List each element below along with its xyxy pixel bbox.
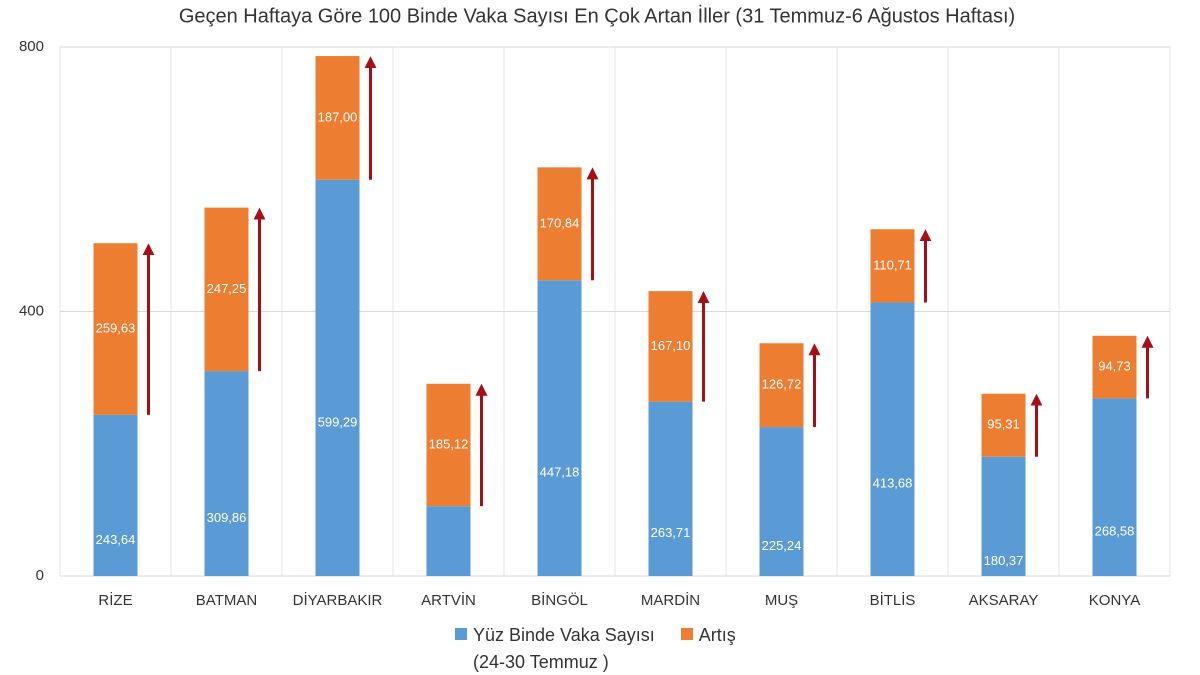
bar-segment — [426, 506, 471, 576]
value-label: 94,73 — [1098, 359, 1131, 374]
value-label: 263,71 — [651, 525, 691, 540]
bar-segment — [759, 427, 804, 576]
bar-segment — [537, 280, 582, 576]
chart: Geçen Haftaya Göre 100 Binde Vaka Sayısı… — [19, 4, 1171, 609]
legend-label: Artış — [698, 625, 736, 645]
legend-item: Yüz Binde Vaka Sayısı (24-30 Temmuz ) — [455, 622, 655, 675]
bar-segment — [648, 291, 693, 402]
value-label: 185,12 — [429, 436, 469, 451]
value-label: 110,71 — [873, 257, 912, 272]
bar-segment — [1092, 398, 1137, 576]
bar-segment — [981, 393, 1026, 457]
y-tick-label: 0 — [36, 567, 44, 584]
bar-segment — [93, 243, 138, 415]
value-label: 180,37 — [984, 553, 1024, 568]
bar-segment — [870, 229, 915, 303]
bar-segment — [1092, 335, 1137, 399]
value-label: 126,72 — [762, 377, 802, 392]
bar-segment — [204, 207, 249, 372]
bar-segment — [870, 302, 915, 576]
value-label: 167,10 — [651, 338, 691, 353]
value-label: 259,63 — [96, 320, 136, 335]
chart-title: Geçen Haftaya Göre 100 Binde Vaka Sayısı… — [179, 4, 1015, 27]
bar-segment — [537, 167, 582, 281]
x-tick-label: MUŞ — [765, 592, 798, 609]
y-tick-label: 400 — [19, 302, 44, 319]
bar-segment — [426, 383, 471, 507]
value-label: 247,25 — [207, 281, 247, 296]
value-label: 599,29 — [318, 414, 358, 429]
legend-item: Artış — [680, 622, 736, 675]
value-label: 225,24 — [762, 538, 802, 553]
value-label: 309,86 — [207, 510, 247, 525]
x-tick-label: BİTLİS — [870, 591, 916, 609]
value-label: 413,68 — [873, 476, 913, 491]
legend-label: Yüz Binde Vaka Sayısı (24-30 Temmuz ) — [473, 625, 655, 672]
bar-segment — [93, 414, 138, 576]
value-label: 447,18 — [540, 465, 580, 480]
x-tick-label: MARDİN — [641, 591, 700, 609]
x-tick-label: AKSARAY — [969, 592, 1039, 609]
value-label: 170,84 — [540, 215, 580, 230]
bar-segment — [315, 56, 360, 180]
bar-segment — [981, 456, 1026, 576]
value-label: 105,60 — [429, 578, 469, 593]
y-tick-label: 800 — [19, 38, 44, 55]
bar-segment — [315, 179, 360, 576]
value-label: 95,31 — [987, 417, 1020, 432]
x-tick-label: BİNGÖL — [531, 591, 588, 609]
x-tick-label: BATMAN — [196, 592, 257, 609]
x-tick-label: DİYARBAKIR — [293, 591, 383, 609]
bar-segment — [648, 401, 693, 576]
value-label: 268,58 — [1095, 524, 1135, 539]
value-label: 187,00 — [318, 109, 358, 124]
bar-segment — [204, 371, 249, 576]
bar-segment — [759, 343, 804, 428]
x-tick-label: ARTVİN — [421, 591, 476, 609]
value-label: 243,64 — [96, 532, 136, 547]
x-tick-label: RİZE — [98, 591, 132, 609]
legend-swatch — [680, 628, 693, 640]
x-tick-label: KONYA — [1089, 592, 1140, 609]
legend-swatch — [455, 628, 467, 640]
legend: Yüz Binde Vaka Sayısı (24-30 Temmuz ) Art… — [455, 622, 736, 675]
